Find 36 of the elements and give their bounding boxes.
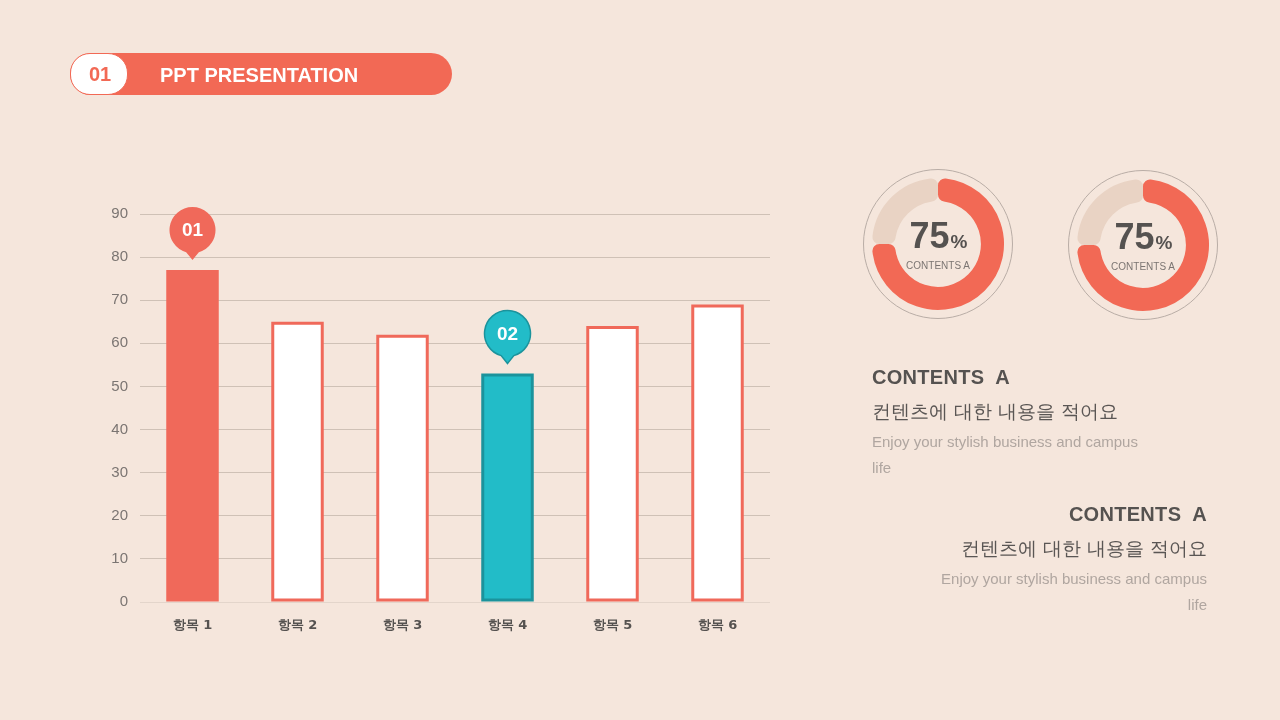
y-tick-label: 30	[111, 462, 128, 480]
y-tick-label: 20	[111, 505, 128, 523]
bar	[166, 270, 219, 602]
y-tick-label: 40	[111, 419, 128, 437]
slice-label: CONTENTS A	[906, 260, 971, 271]
text: 컨텐츠에 대한 내용을 적어요	[959, 536, 1207, 561]
slice-label: CONTENTS A	[1111, 261, 1176, 272]
x-tick-label: 항목 6	[697, 617, 738, 633]
bar	[271, 321, 324, 602]
text: Enjoy your stylish business and campus life	[872, 432, 1139, 478]
x-tick-label: 항목 3	[382, 617, 423, 633]
bar	[376, 334, 429, 602]
y-tick-label: 60	[111, 333, 128, 351]
annotation: 02	[496, 322, 519, 344]
x-tick-label: 항목 4	[487, 617, 528, 633]
bar	[691, 304, 744, 602]
text: PPT PRESENTATION	[160, 64, 359, 87]
y-tick-label: 50	[111, 376, 128, 394]
y-tick-label: 80	[111, 247, 128, 265]
x-tick-label: 항목 5	[592, 617, 633, 633]
data-label: 75%	[1114, 216, 1173, 257]
text: 컨텐츠에 대한 내용을 적어요	[872, 399, 1120, 424]
text: 01	[89, 63, 112, 86]
text: CONTENTS A	[1067, 503, 1207, 526]
x-tick-label: 항목 1	[172, 617, 213, 633]
y-tick-label: 90	[111, 204, 128, 222]
text: CONTENTS A	[872, 366, 1012, 389]
annotation: 01	[181, 219, 204, 241]
x-tick-label: 항목 2	[277, 617, 318, 633]
y-tick-label: 10	[111, 549, 128, 567]
y-tick-label: 70	[111, 290, 128, 308]
bar	[586, 326, 639, 602]
data-label: 75%	[909, 215, 968, 256]
y-tick-label: 0	[119, 592, 128, 610]
bar	[481, 373, 534, 602]
text: Enjoy your stylish business and campus life	[940, 569, 1207, 615]
